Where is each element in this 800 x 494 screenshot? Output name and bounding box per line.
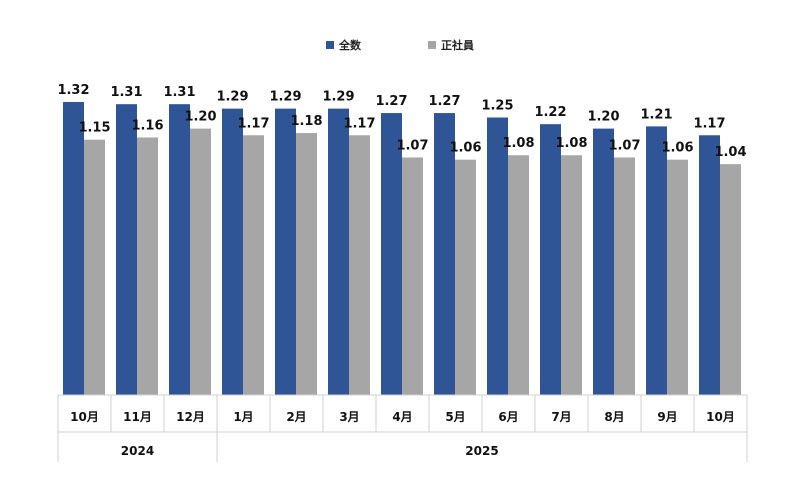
x-tick-label-10: 8月 [604,410,624,424]
data-label-all-6: 1.27 [375,94,407,109]
x-tick-label-6: 4月 [392,410,412,424]
year-label-1: 2025 [465,444,498,458]
x-tick-label-0: 10月 [70,410,99,424]
data-label-regular-2: 1.20 [184,110,216,125]
x-tick-label-5: 3月 [339,410,359,424]
data-label-all-9: 1.22 [534,105,566,120]
bar-all-6 [381,113,402,395]
data-label-all-10: 1.20 [587,110,619,125]
year-label-0: 2024 [121,444,154,458]
x-tick-label-9: 7月 [551,410,571,424]
bar-regular-3 [243,135,264,395]
bar-regular-9 [561,155,582,395]
bar-all-9 [540,124,561,395]
data-label-regular-5: 1.17 [343,116,375,131]
data-label-all-4: 1.29 [269,90,301,105]
bar-all-0 [63,101,84,396]
x-tick-label-12: 10月 [706,410,735,424]
x-tick-label-1: 11月 [123,410,152,424]
data-label-all-5: 1.29 [322,90,354,105]
bar-regular-11 [667,159,688,395]
data-label-all-3: 1.29 [216,90,248,105]
data-label-all-2: 1.31 [163,85,195,100]
legend-item-all: 全数 [326,37,361,53]
data-label-regular-7: 1.06 [449,141,481,156]
x-tick-label-4: 2月 [286,410,306,424]
bar-regular-5 [349,135,370,395]
data-label-all-12: 1.17 [693,116,725,131]
data-label-regular-12: 1.04 [714,145,746,160]
data-label-all-7: 1.27 [428,94,460,109]
bar-all-11 [646,126,667,395]
x-tick-label-2: 12月 [176,410,205,424]
bar-all-2 [169,104,190,396]
legend-swatch-all [326,41,334,49]
bar-all-10 [593,128,614,395]
legend-swatch-regular [428,41,436,49]
data-label-all-8: 1.25 [481,99,513,114]
data-label-regular-9: 1.08 [555,136,587,151]
legend-item-regular: 正社員 [428,37,474,53]
data-label-regular-8: 1.08 [502,136,534,151]
data-label-regular-11: 1.06 [661,141,693,156]
legend-label-all: 全数 [339,39,361,52]
bar-regular-2 [190,128,211,395]
x-tick-label-7: 5月 [445,410,465,424]
bar-regular-10 [614,157,635,395]
bar-all-8 [487,117,508,395]
bar-regular-7 [455,159,476,395]
data-label-regular-3: 1.17 [237,116,269,131]
bar-regular-12 [720,164,741,395]
x-tick-label-3: 1月 [233,410,253,424]
bar-all-7 [434,113,455,395]
data-label-regular-6: 1.07 [396,138,428,153]
data-label-all-0: 1.32 [57,83,89,98]
data-label-regular-10: 1.07 [608,138,640,153]
bar-all-3 [222,108,243,396]
bar-all-1 [116,104,137,396]
bar-regular-8 [508,155,529,395]
data-label-all-1: 1.31 [110,85,142,100]
chart-legend: 全数 正社員 [0,37,800,55]
bar-regular-1 [137,137,158,396]
legend-label-regular: 正社員 [441,39,474,52]
x-tick-label-11: 9月 [657,410,677,424]
data-label-regular-1: 1.16 [131,118,163,133]
x-tick-label-8: 6月 [498,410,518,424]
bar-all-4 [275,108,296,396]
bar-regular-4 [296,133,317,396]
data-label-all-11: 1.21 [640,107,672,122]
bar-all-12 [699,135,720,395]
data-label-regular-0: 1.15 [78,121,110,136]
bar-regular-6 [402,157,423,395]
bar-regular-0 [84,139,105,395]
data-label-regular-4: 1.18 [290,114,322,129]
bar-all-5 [328,108,349,396]
